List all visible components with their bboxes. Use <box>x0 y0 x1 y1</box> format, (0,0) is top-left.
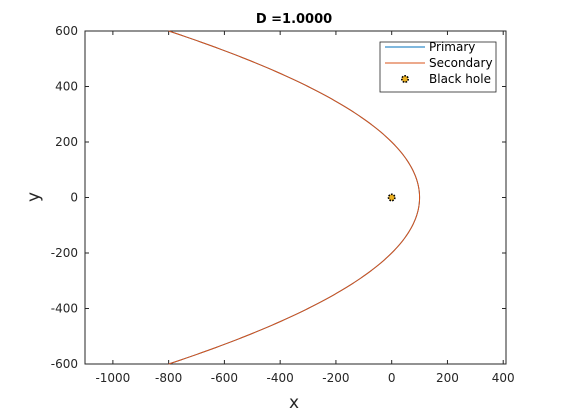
black-hole-marker <box>387 193 396 202</box>
x-tick-label: -1000 <box>95 371 130 385</box>
x-tick-label: -800 <box>155 371 182 385</box>
x-tick-label: 400 <box>492 371 515 385</box>
series-line-secondary <box>168 30 421 365</box>
y-tick-label: -400 <box>51 302 78 316</box>
y-tick-label: 600 <box>55 24 78 38</box>
legend-label: Secondary <box>429 56 493 70</box>
y-tick-label: -200 <box>51 246 78 260</box>
chart-title: D =1.0000 <box>256 12 332 27</box>
x-axis-label: x <box>289 393 299 413</box>
legend: Primary Secondary Black hole <box>379 40 497 93</box>
x-tick-label: -200 <box>322 371 349 385</box>
x-axis: -1000 -800 -600 -400 -200 0 200 400 <box>95 31 515 385</box>
y-axis: -600 -400 -200 0 200 400 600 <box>51 24 506 371</box>
y-tick-label: 400 <box>55 80 78 94</box>
x-tick-label: -400 <box>267 371 294 385</box>
legend-label: Primary <box>429 40 475 54</box>
x-tick-label: -600 <box>211 371 238 385</box>
y-tick-label: 0 <box>70 191 78 205</box>
y-tick-label: 200 <box>55 135 78 149</box>
x-tick-label: 200 <box>436 371 459 385</box>
y-axis-label: y <box>24 192 44 202</box>
legend-box <box>379 41 497 93</box>
y-tick-label: -600 <box>51 357 78 371</box>
legend-swatch-black-hole <box>400 75 409 84</box>
legend-label: Black hole <box>429 72 491 86</box>
series-layer <box>168 30 421 365</box>
x-tick-label: 0 <box>388 371 396 385</box>
